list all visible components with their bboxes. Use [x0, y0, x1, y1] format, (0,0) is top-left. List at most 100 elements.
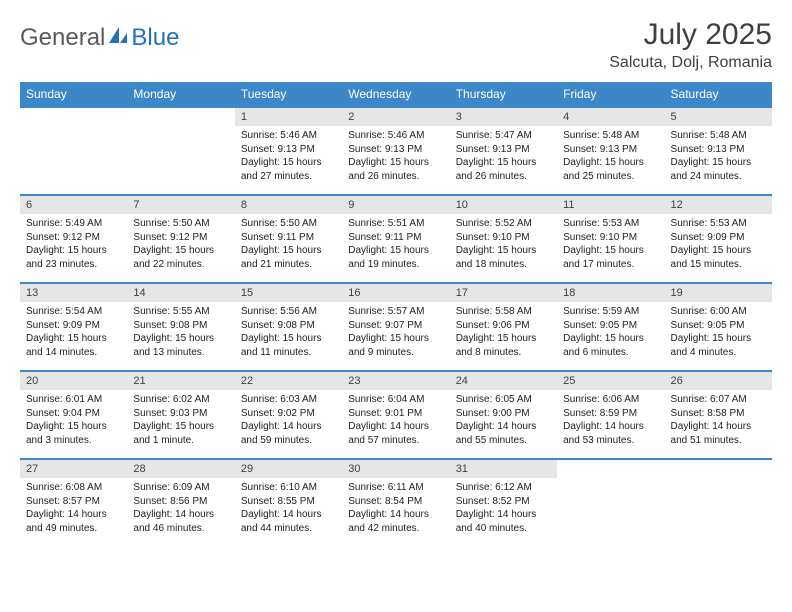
sunset-text: Sunset: 9:06 PM	[456, 319, 551, 333]
calendar-day-cell: 9Sunrise: 5:51 AMSunset: 9:11 PMDaylight…	[342, 195, 449, 283]
day-number: 28	[127, 460, 234, 478]
sunset-text: Sunset: 8:59 PM	[563, 407, 658, 421]
day-info: Sunrise: 5:46 AMSunset: 9:13 PMDaylight:…	[342, 126, 449, 189]
daylight-text-1: Daylight: 14 hours	[26, 508, 121, 522]
day-header: Monday	[127, 82, 234, 107]
day-header: Sunday	[20, 82, 127, 107]
sunrise-text: Sunrise: 5:48 AM	[563, 129, 658, 143]
calendar-day-cell: 14Sunrise: 5:55 AMSunset: 9:08 PMDayligh…	[127, 283, 234, 371]
sunrise-text: Sunrise: 5:48 AM	[671, 129, 766, 143]
day-info: Sunrise: 5:50 AMSunset: 9:12 PMDaylight:…	[127, 214, 234, 277]
calendar-body: 1Sunrise: 5:46 AMSunset: 9:13 PMDaylight…	[20, 107, 772, 547]
daylight-text-1: Daylight: 15 hours	[26, 332, 121, 346]
day-number: 5	[665, 108, 772, 126]
calendar-day-cell: 24Sunrise: 6:05 AMSunset: 9:00 PMDayligh…	[450, 371, 557, 459]
daylight-text-1: Daylight: 15 hours	[133, 244, 228, 258]
sunset-text: Sunset: 9:12 PM	[26, 231, 121, 245]
daylight-text-1: Daylight: 15 hours	[456, 332, 551, 346]
sunset-text: Sunset: 8:57 PM	[26, 495, 121, 509]
daylight-text-2: and 57 minutes.	[348, 434, 443, 448]
day-info: Sunrise: 5:52 AMSunset: 9:10 PMDaylight:…	[450, 214, 557, 277]
daylight-text-2: and 25 minutes.	[563, 170, 658, 184]
day-info: Sunrise: 6:12 AMSunset: 8:52 PMDaylight:…	[450, 478, 557, 541]
daylight-text-2: and 49 minutes.	[26, 522, 121, 536]
calendar-day-cell: 12Sunrise: 5:53 AMSunset: 9:09 PMDayligh…	[665, 195, 772, 283]
sunset-text: Sunset: 8:54 PM	[348, 495, 443, 509]
sunrise-text: Sunrise: 5:46 AM	[348, 129, 443, 143]
day-number: 10	[450, 196, 557, 214]
logo-text-blue: Blue	[131, 24, 179, 52]
day-header: Thursday	[450, 82, 557, 107]
day-info: Sunrise: 6:00 AMSunset: 9:05 PMDaylight:…	[665, 302, 772, 365]
sunrise-text: Sunrise: 6:07 AM	[671, 393, 766, 407]
day-number: 11	[557, 196, 664, 214]
day-number: 14	[127, 284, 234, 302]
sunset-text: Sunset: 9:13 PM	[671, 143, 766, 157]
daylight-text-2: and 18 minutes.	[456, 258, 551, 272]
sunrise-text: Sunrise: 5:56 AM	[241, 305, 336, 319]
sunset-text: Sunset: 9:08 PM	[133, 319, 228, 333]
calendar-day-cell: 25Sunrise: 6:06 AMSunset: 8:59 PMDayligh…	[557, 371, 664, 459]
daylight-text-1: Daylight: 14 hours	[456, 508, 551, 522]
calendar-day-cell: 17Sunrise: 5:58 AMSunset: 9:06 PMDayligh…	[450, 283, 557, 371]
day-info: Sunrise: 5:50 AMSunset: 9:11 PMDaylight:…	[235, 214, 342, 277]
daylight-text-1: Daylight: 15 hours	[563, 156, 658, 170]
logo: General Blue	[20, 24, 179, 52]
sunset-text: Sunset: 8:58 PM	[671, 407, 766, 421]
sunrise-text: Sunrise: 6:04 AM	[348, 393, 443, 407]
daylight-text-2: and 21 minutes.	[241, 258, 336, 272]
calendar-day-cell: 18Sunrise: 5:59 AMSunset: 9:05 PMDayligh…	[557, 283, 664, 371]
daylight-text-2: and 51 minutes.	[671, 434, 766, 448]
sunrise-text: Sunrise: 5:46 AM	[241, 129, 336, 143]
sunset-text: Sunset: 9:05 PM	[671, 319, 766, 333]
day-info: Sunrise: 5:53 AMSunset: 9:10 PMDaylight:…	[557, 214, 664, 277]
daylight-text-1: Daylight: 15 hours	[563, 244, 658, 258]
daylight-text-1: Daylight: 15 hours	[241, 156, 336, 170]
title-block: July 2025 Salcuta, Dolj, Romania	[609, 18, 772, 72]
sunrise-text: Sunrise: 5:53 AM	[671, 217, 766, 231]
day-number: 18	[557, 284, 664, 302]
calendar-day-cell: 30Sunrise: 6:11 AMSunset: 8:54 PMDayligh…	[342, 459, 449, 547]
daylight-text-1: Daylight: 15 hours	[563, 332, 658, 346]
sunset-text: Sunset: 9:10 PM	[456, 231, 551, 245]
sunrise-text: Sunrise: 5:49 AM	[26, 217, 121, 231]
sunrise-text: Sunrise: 6:09 AM	[133, 481, 228, 495]
calendar-day-cell: 21Sunrise: 6:02 AMSunset: 9:03 PMDayligh…	[127, 371, 234, 459]
day-header: Wednesday	[342, 82, 449, 107]
sunset-text: Sunset: 9:04 PM	[26, 407, 121, 421]
day-number: 30	[342, 460, 449, 478]
calendar-day-cell: 13Sunrise: 5:54 AMSunset: 9:09 PMDayligh…	[20, 283, 127, 371]
daylight-text-1: Daylight: 15 hours	[456, 244, 551, 258]
calendar-day-cell: 3Sunrise: 5:47 AMSunset: 9:13 PMDaylight…	[450, 107, 557, 195]
sunset-text: Sunset: 9:02 PM	[241, 407, 336, 421]
daylight-text-1: Daylight: 14 hours	[348, 420, 443, 434]
daylight-text-2: and 40 minutes.	[456, 522, 551, 536]
day-info: Sunrise: 6:08 AMSunset: 8:57 PMDaylight:…	[20, 478, 127, 541]
day-info: Sunrise: 5:55 AMSunset: 9:08 PMDaylight:…	[127, 302, 234, 365]
day-number: 9	[342, 196, 449, 214]
daylight-text-2: and 15 minutes.	[671, 258, 766, 272]
day-info: Sunrise: 6:02 AMSunset: 9:03 PMDaylight:…	[127, 390, 234, 453]
daylight-text-1: Daylight: 15 hours	[133, 420, 228, 434]
sunrise-text: Sunrise: 5:55 AM	[133, 305, 228, 319]
day-number: 6	[20, 196, 127, 214]
daylight-text-1: Daylight: 15 hours	[456, 156, 551, 170]
day-number: 7	[127, 196, 234, 214]
calendar-day-cell: 6Sunrise: 5:49 AMSunset: 9:12 PMDaylight…	[20, 195, 127, 283]
day-number: 3	[450, 108, 557, 126]
logo-sail-icon	[107, 25, 129, 52]
location: Salcuta, Dolj, Romania	[609, 54, 772, 72]
sunset-text: Sunset: 8:55 PM	[241, 495, 336, 509]
calendar-week-row: 20Sunrise: 6:01 AMSunset: 9:04 PMDayligh…	[20, 371, 772, 459]
daylight-text-1: Daylight: 15 hours	[241, 244, 336, 258]
sunrise-text: Sunrise: 6:06 AM	[563, 393, 658, 407]
sunrise-text: Sunrise: 5:53 AM	[563, 217, 658, 231]
sunset-text: Sunset: 9:11 PM	[348, 231, 443, 245]
day-info: Sunrise: 6:05 AMSunset: 9:00 PMDaylight:…	[450, 390, 557, 453]
daylight-text-1: Daylight: 14 hours	[563, 420, 658, 434]
day-info: Sunrise: 5:48 AMSunset: 9:13 PMDaylight:…	[665, 126, 772, 189]
daylight-text-2: and 14 minutes.	[26, 346, 121, 360]
day-info: Sunrise: 5:59 AMSunset: 9:05 PMDaylight:…	[557, 302, 664, 365]
sunrise-text: Sunrise: 5:50 AM	[241, 217, 336, 231]
daylight-text-1: Daylight: 15 hours	[671, 156, 766, 170]
